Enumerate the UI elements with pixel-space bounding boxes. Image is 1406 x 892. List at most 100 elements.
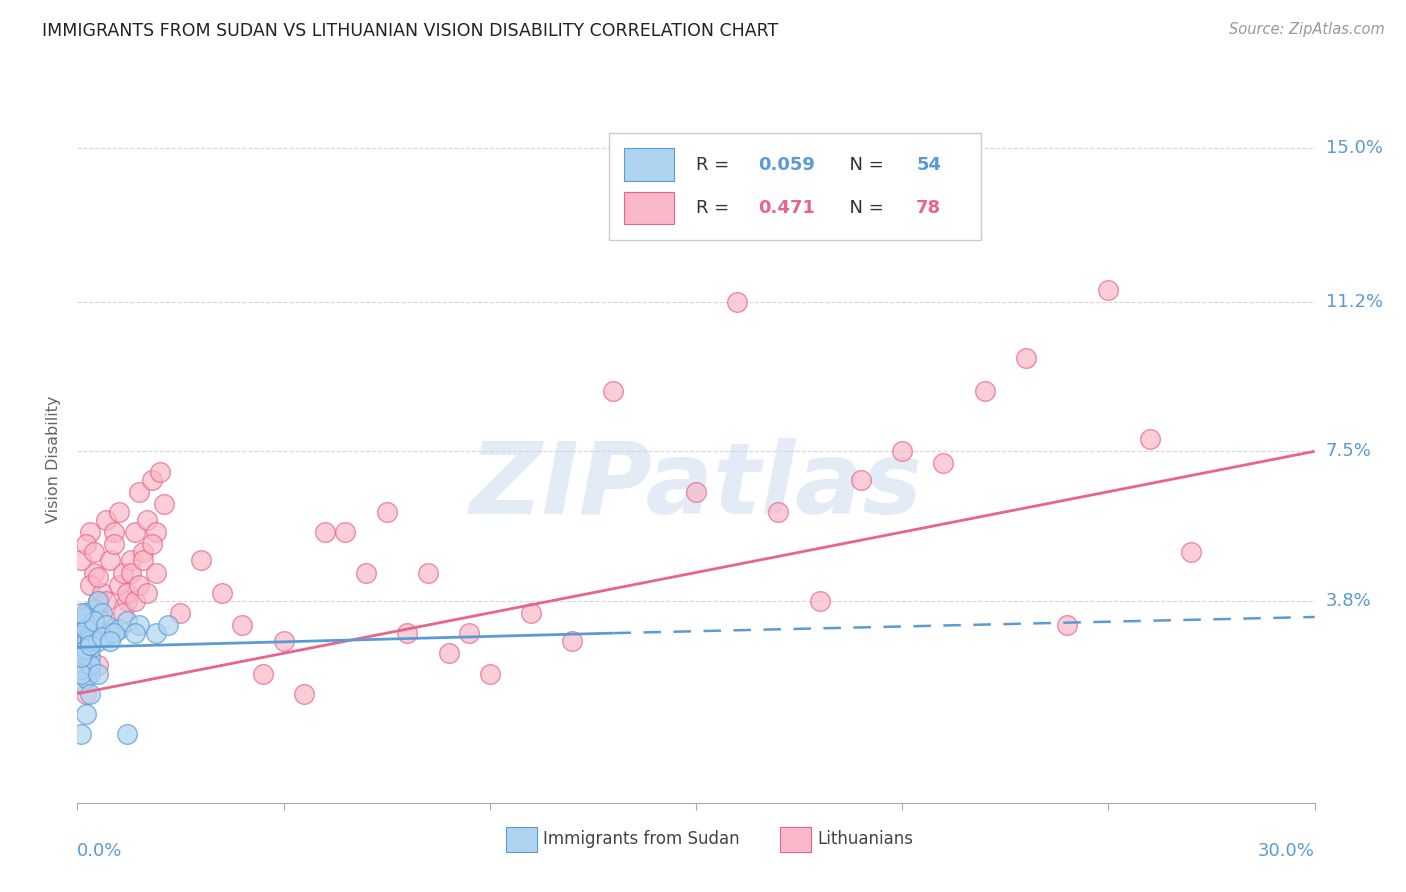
Point bbox=[70, 553, 93, 567]
Point bbox=[132, 545, 155, 559]
Point bbox=[128, 484, 150, 499]
Point bbox=[136, 513, 159, 527]
Point bbox=[1056, 618, 1078, 632]
Text: IMMIGRANTS FROM SUDAN VS LITHUANIAN VISION DISABILITY CORRELATION CHART: IMMIGRANTS FROM SUDAN VS LITHUANIAN VISI… bbox=[42, 22, 779, 40]
Point bbox=[75, 671, 97, 685]
Point bbox=[70, 646, 93, 660]
Point bbox=[437, 646, 460, 660]
Y-axis label: Vision Disability: Vision Disability bbox=[46, 396, 62, 523]
Point bbox=[96, 618, 118, 632]
Text: 0.0%: 0.0% bbox=[77, 842, 122, 860]
Bar bbox=[624, 148, 673, 181]
Point bbox=[124, 525, 146, 540]
Point bbox=[849, 473, 872, 487]
Point bbox=[128, 577, 150, 591]
Point bbox=[107, 622, 129, 636]
Point bbox=[75, 626, 97, 640]
Point bbox=[768, 505, 790, 519]
Point bbox=[91, 606, 114, 620]
Point bbox=[354, 566, 377, 580]
Text: Source: ZipAtlas.com: Source: ZipAtlas.com bbox=[1229, 22, 1385, 37]
Point bbox=[115, 585, 138, 599]
Text: 54: 54 bbox=[917, 156, 941, 174]
Point bbox=[83, 602, 105, 616]
Point bbox=[79, 630, 101, 644]
Point bbox=[932, 457, 955, 471]
Point bbox=[107, 505, 129, 519]
Point bbox=[973, 384, 995, 398]
Point bbox=[561, 634, 583, 648]
Point bbox=[75, 537, 97, 551]
Point bbox=[96, 594, 118, 608]
Point bbox=[98, 634, 121, 648]
Point bbox=[292, 687, 315, 701]
Point bbox=[79, 630, 101, 644]
Text: Immigrants from Sudan: Immigrants from Sudan bbox=[543, 830, 740, 848]
Point bbox=[153, 497, 176, 511]
Point bbox=[458, 626, 481, 640]
Bar bbox=[624, 192, 673, 225]
Point bbox=[70, 646, 93, 660]
Point bbox=[111, 566, 134, 580]
Point bbox=[124, 594, 146, 608]
Point bbox=[75, 642, 97, 657]
Text: Lithuanians: Lithuanians bbox=[817, 830, 912, 848]
Point bbox=[79, 577, 101, 591]
Point bbox=[83, 614, 105, 628]
Point bbox=[83, 566, 105, 580]
Point bbox=[111, 606, 134, 620]
Point bbox=[1180, 545, 1202, 559]
Point bbox=[75, 634, 97, 648]
Point bbox=[149, 465, 172, 479]
Point bbox=[91, 614, 114, 628]
Point bbox=[416, 566, 439, 580]
Point bbox=[83, 614, 105, 628]
Point bbox=[83, 618, 105, 632]
Point bbox=[83, 618, 105, 632]
Point bbox=[145, 626, 167, 640]
Point bbox=[70, 646, 93, 660]
Point bbox=[87, 594, 110, 608]
Text: R =: R = bbox=[696, 156, 735, 174]
Point bbox=[98, 626, 121, 640]
Point bbox=[124, 626, 146, 640]
Point bbox=[120, 566, 142, 580]
Point bbox=[120, 553, 142, 567]
Point bbox=[79, 634, 101, 648]
Point bbox=[335, 525, 357, 540]
Point bbox=[87, 602, 110, 616]
Point bbox=[75, 687, 97, 701]
Point bbox=[87, 569, 110, 583]
Point bbox=[132, 553, 155, 567]
Point bbox=[1015, 351, 1038, 366]
Point bbox=[141, 473, 163, 487]
Point bbox=[83, 545, 105, 559]
Point bbox=[70, 727, 93, 741]
Point bbox=[87, 666, 110, 681]
Point bbox=[75, 706, 97, 721]
Point bbox=[1097, 283, 1119, 297]
Point bbox=[70, 663, 93, 677]
Point bbox=[75, 622, 97, 636]
Point bbox=[79, 638, 101, 652]
Point bbox=[145, 525, 167, 540]
Point bbox=[808, 594, 831, 608]
Point bbox=[75, 622, 97, 636]
Point bbox=[98, 553, 121, 567]
Point bbox=[70, 634, 93, 648]
Point bbox=[87, 594, 110, 608]
Point bbox=[115, 727, 138, 741]
Point bbox=[252, 666, 274, 681]
Point bbox=[478, 666, 501, 681]
Point bbox=[1139, 432, 1161, 446]
Point bbox=[75, 658, 97, 673]
FancyBboxPatch shape bbox=[609, 133, 980, 240]
Point bbox=[396, 626, 419, 640]
Point bbox=[70, 618, 93, 632]
Point bbox=[79, 666, 101, 681]
Text: ZIPatlas: ZIPatlas bbox=[470, 438, 922, 535]
Point bbox=[79, 650, 101, 665]
Text: 7.5%: 7.5% bbox=[1326, 442, 1372, 460]
Text: 30.0%: 30.0% bbox=[1258, 842, 1315, 860]
Point bbox=[79, 687, 101, 701]
